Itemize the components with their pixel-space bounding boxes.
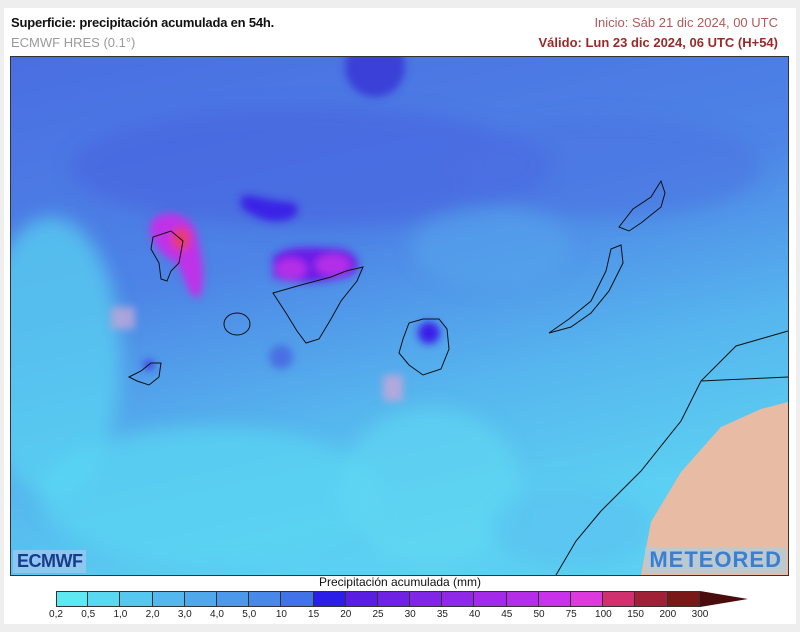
colorbar-bin: [442, 591, 475, 607]
colorbar-bin: [506, 591, 539, 607]
colorbar: [56, 591, 700, 607]
colorbar-bin: [667, 591, 700, 607]
colorbar-tick-label: 200: [659, 609, 677, 620]
model-label: ECMWF HRES (0.1°): [11, 35, 136, 50]
island-lanzarote: [618, 179, 666, 232]
island-la-palma: [150, 230, 184, 282]
colorbar-tick-label: 20: [340, 609, 352, 620]
ecmwf-logo: ECMWF: [13, 550, 87, 573]
colorbar-tick-label: 35: [436, 609, 448, 620]
island-tenerife: [272, 266, 364, 344]
colorbar-tick-label: 15: [308, 609, 320, 620]
colorbar-tick-label: 3,0: [177, 609, 192, 620]
colorbar-tick-label: 4,0: [210, 609, 224, 620]
border-line: [700, 376, 788, 382]
colorbar-tick-label: 100: [595, 609, 612, 620]
precip-field: [11, 107, 761, 567]
colorbar-bin: [635, 591, 668, 607]
colorbar-bin: [88, 591, 121, 607]
colorbar-bin: [216, 591, 250, 607]
colorbar-tick-label: 50: [533, 609, 545, 620]
colorbar-bin: [571, 591, 604, 607]
colorbar-bin: [377, 591, 411, 607]
colorbar-tick-label: 10: [275, 609, 287, 620]
colorbar-bin: [410, 591, 443, 607]
precip-maxima: [111, 57, 440, 401]
colorbar-tick-label: 300: [691, 609, 709, 620]
colorbar-tick-label: 1,0: [113, 609, 128, 620]
valid-time: Válido: Lun 23 dic 2024, 06 UTC (H+54): [538, 35, 779, 50]
island-gran-canaria: [398, 318, 450, 376]
meteored-logo: METEORED: [645, 547, 786, 573]
island-el-hierro: [127, 362, 162, 386]
coastlines: [127, 179, 788, 575]
colorbar-tick-label: 2,0: [145, 609, 160, 620]
island-la-gomera: [223, 312, 251, 336]
africa-coastline: [555, 330, 788, 575]
colorbar-bin: [56, 591, 89, 607]
map-title: Superficie: precipitación acumulada en 5…: [11, 15, 275, 30]
colorbar-tick-label: 45: [501, 609, 513, 620]
colorbar-tick-label: 30: [404, 609, 416, 620]
colorbar-bin: [603, 591, 636, 607]
colorbar-bin: [281, 591, 314, 607]
colorbar-tick-label: 0,5: [81, 609, 96, 620]
colorbar-tick-label: 40: [469, 609, 481, 620]
colorbar-tick-label: 5,0: [242, 609, 257, 620]
colorbar-bin: [313, 591, 346, 607]
colorbar-bin: [184, 591, 217, 607]
colorbar-bin: [120, 591, 153, 607]
colorbar-tick-label: 150: [627, 609, 644, 620]
colorbar-tick-label: 0,2: [49, 609, 63, 620]
colorbar-overflow-arrow: [700, 591, 748, 607]
precipitation-map[interactable]: ECMWF METEORED: [10, 56, 789, 576]
colorbar-bin: [538, 591, 571, 607]
init-time: Inicio: Sáb 21 dic 2024, 00 UTC: [594, 15, 778, 30]
africa-land: [641, 402, 788, 575]
colorbar-tick-label: 25: [372, 609, 384, 620]
island-fuerteventura: [548, 244, 624, 334]
map-canvas: [11, 57, 788, 575]
colorbar-title: Precipitación acumulada (mm): [318, 575, 482, 589]
colorbar-bin: [345, 591, 378, 607]
colorbar-bin: [249, 591, 282, 607]
colorbar-bin: [474, 591, 507, 607]
colorbar-tick-label: 75: [565, 609, 577, 620]
colorbar-bin: [152, 591, 185, 607]
